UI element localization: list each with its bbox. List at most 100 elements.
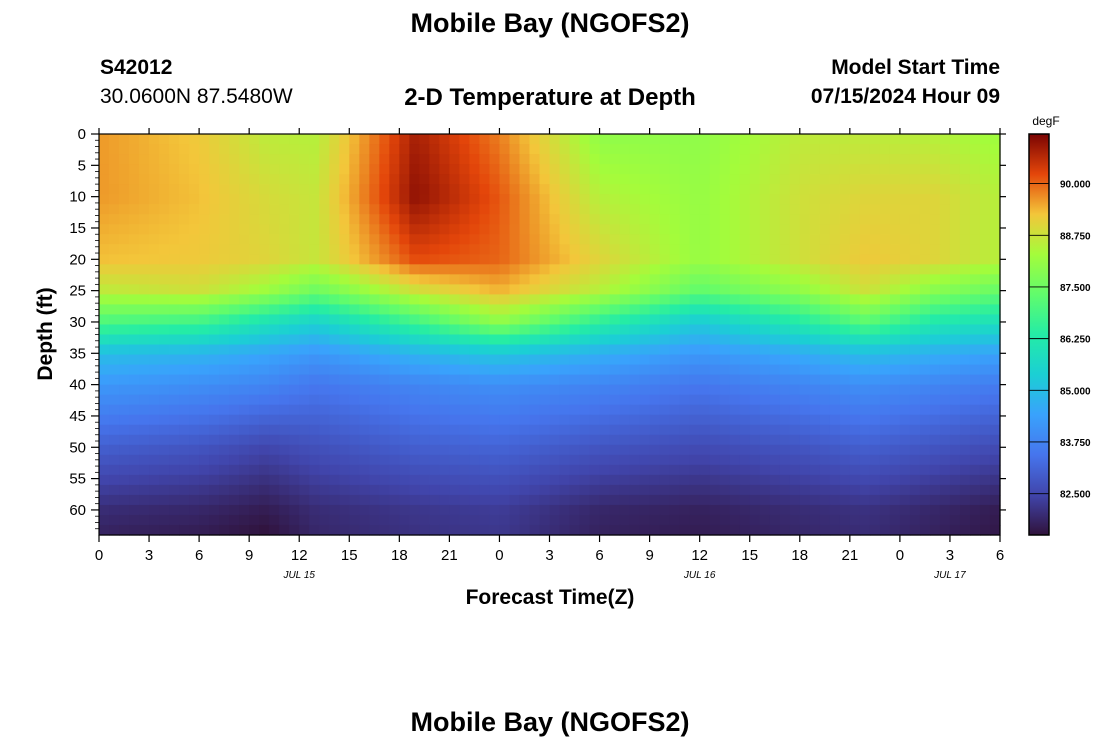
heatmap-cell: [329, 474, 340, 486]
heatmap-cell: [649, 504, 661, 516]
heatmap-cell: [989, 214, 1001, 225]
heatmap-cell: [159, 464, 170, 476]
heatmap-cell: [659, 494, 671, 506]
heatmap-cell: [809, 314, 821, 326]
heatmap-cell: [939, 214, 951, 225]
heatmap-cell: [879, 214, 891, 225]
heatmap-cell: [379, 144, 390, 155]
heatmap-cell: [369, 204, 380, 215]
heatmap-cell: [289, 314, 300, 326]
heatmap-cell: [179, 394, 190, 406]
y-axis-label: Depth (ft): [34, 287, 57, 380]
heatmap-cell: [319, 514, 330, 526]
heatmap-cell: [429, 394, 440, 406]
heatmap-cell: [939, 224, 951, 235]
heatmap-cell: [179, 244, 190, 255]
heatmap-cell: [549, 484, 561, 496]
heatmap-cell: [839, 294, 851, 306]
heatmap-cell: [189, 194, 200, 205]
heatmap-cell: [559, 244, 571, 255]
heatmap-cell: [119, 224, 130, 235]
heatmap-cell: [319, 434, 330, 446]
heatmap-cell: [249, 234, 260, 245]
heatmap-cell: [919, 504, 931, 516]
heatmap-cell: [339, 194, 350, 205]
heatmap-cell: [969, 144, 981, 155]
heatmap-cell: [269, 334, 280, 346]
heatmap-cell: [829, 204, 841, 215]
heatmap-cell: [419, 484, 430, 496]
heatmap-cell: [169, 134, 180, 145]
heatmap-cell: [759, 254, 771, 265]
heatmap-cell: [219, 154, 230, 165]
heatmap-cell: [499, 474, 511, 486]
heatmap-cell: [259, 254, 270, 265]
heatmap-cell: [509, 164, 521, 175]
heatmap-cell: [139, 254, 150, 265]
heatmap-cell: [479, 254, 491, 265]
heatmap-cell: [939, 164, 951, 175]
heatmap-cell: [349, 194, 360, 205]
heatmap-cell: [399, 404, 410, 416]
heatmap-cell: [329, 264, 340, 275]
heatmap-cell: [349, 524, 360, 536]
heatmap-cell: [769, 214, 781, 225]
heatmap-cell: [909, 434, 921, 446]
heatmap-cell: [599, 354, 611, 366]
heatmap-cell: [279, 444, 290, 456]
heatmap-cell: [179, 214, 190, 225]
heatmap-cell: [489, 134, 501, 145]
heatmap-cell: [559, 334, 571, 346]
heatmap-cell: [359, 294, 370, 306]
heatmap-cell: [809, 444, 821, 456]
heatmap-cell: [269, 354, 280, 366]
heatmap-cell: [809, 164, 821, 175]
heatmap-cell: [839, 504, 851, 516]
heatmap-cell: [769, 524, 781, 536]
heatmap-cell: [199, 474, 210, 486]
heatmap-cell: [159, 304, 170, 316]
heatmap-cell: [449, 344, 460, 356]
heatmap-cell: [889, 234, 901, 245]
heatmap-cell: [109, 144, 120, 155]
heatmap-cell: [139, 364, 150, 376]
heatmap-cell: [409, 344, 420, 356]
heatmap-cell: [369, 164, 380, 175]
heatmap-cell: [529, 494, 541, 506]
heatmap-cell: [489, 414, 501, 426]
heatmap-cell: [849, 334, 861, 346]
heatmap-cell: [99, 154, 110, 165]
heatmap-cell: [789, 374, 801, 386]
heatmap-cell: [579, 224, 591, 235]
heatmap-cell: [579, 294, 591, 306]
heatmap-cell: [709, 234, 721, 245]
heatmap-cell: [349, 164, 360, 175]
heatmap-cell: [689, 234, 701, 245]
heatmap-cell: [889, 294, 901, 306]
heatmap-cell: [149, 144, 160, 155]
heatmap-cell: [719, 494, 731, 506]
heatmap-cell: [689, 414, 701, 426]
heatmap-cell: [349, 464, 360, 476]
heatmap-cell: [629, 204, 641, 215]
heatmap-cell: [139, 514, 150, 526]
heatmap-cell: [109, 214, 120, 225]
heatmap-cell: [499, 154, 511, 165]
heatmap-cell: [879, 254, 891, 265]
heatmap-cell: [819, 354, 831, 366]
heatmap-cell: [409, 314, 420, 326]
heatmap-cell: [699, 194, 711, 205]
heatmap-cell: [549, 464, 561, 476]
heatmap-cell: [739, 454, 751, 466]
heatmap-cell: [359, 474, 370, 486]
heatmap-cell: [279, 454, 290, 466]
heatmap-cell: [849, 444, 861, 456]
heatmap-cell: [439, 254, 450, 265]
heatmap-cell: [909, 194, 921, 205]
heatmap-cell: [779, 404, 791, 416]
heatmap-cell: [409, 464, 420, 476]
heatmap-cell: [569, 514, 581, 526]
repeated-chart-title: Mobile Bay (NGOFS2): [410, 707, 690, 737]
heatmap-cell: [409, 334, 420, 346]
heatmap-cell: [719, 224, 731, 235]
